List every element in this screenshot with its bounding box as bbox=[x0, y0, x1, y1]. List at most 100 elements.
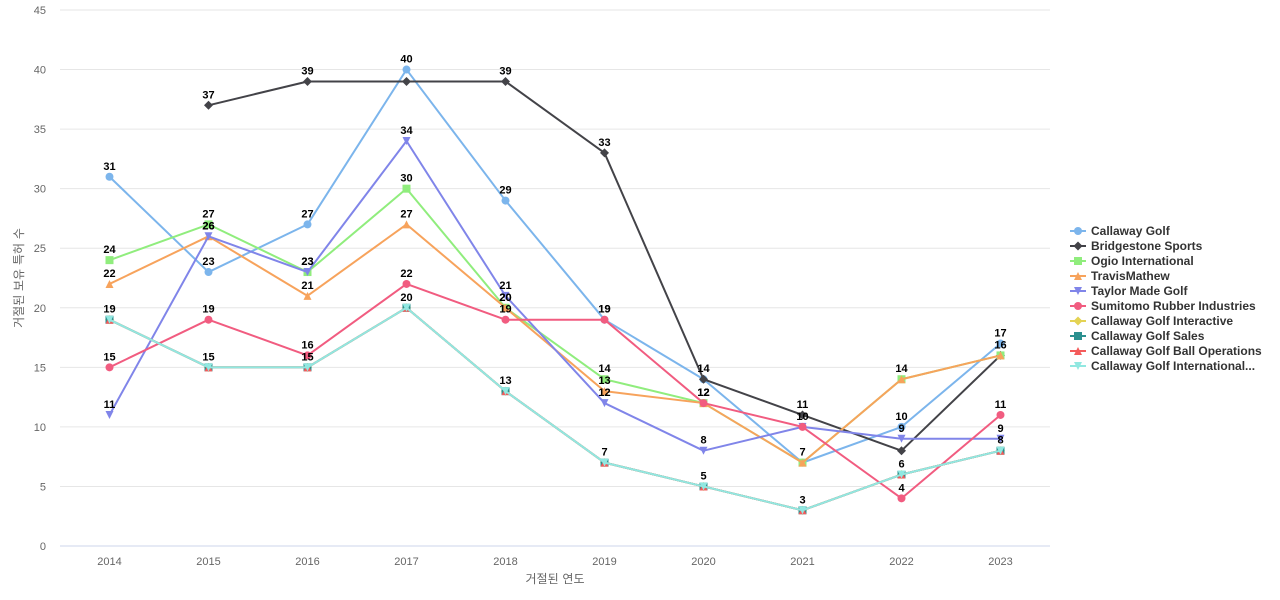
data-point[interactable] bbox=[402, 137, 411, 146]
data-point[interactable] bbox=[402, 220, 411, 229]
data-point[interactable] bbox=[897, 375, 906, 384]
data-point[interactable] bbox=[600, 399, 609, 408]
data-label: 5 bbox=[700, 470, 706, 482]
data-point[interactable] bbox=[996, 339, 1005, 348]
x-tick-label: 2016 bbox=[295, 556, 319, 568]
data-point[interactable] bbox=[501, 303, 510, 312]
data-point[interactable] bbox=[105, 410, 114, 419]
data-point[interactable] bbox=[600, 148, 609, 158]
legend-item[interactable]: Taylor Made Golf bbox=[1070, 284, 1188, 298]
data-point[interactable] bbox=[798, 410, 807, 420]
data-label: 15 bbox=[301, 351, 313, 363]
x-tick-label: 2015 bbox=[196, 556, 220, 568]
series-callaway-golf-sales[interactable] bbox=[105, 303, 1005, 515]
series-line[interactable] bbox=[108, 187, 1002, 464]
data-label: 34 bbox=[400, 125, 413, 137]
data-point[interactable] bbox=[402, 184, 411, 193]
data-point[interactable] bbox=[600, 375, 609, 384]
legend-label: Callaway Golf Interactive bbox=[1091, 314, 1233, 328]
legend-label: Sumitomo Rubber Industries bbox=[1091, 299, 1256, 313]
data-point[interactable] bbox=[699, 374, 708, 384]
data-point[interactable] bbox=[105, 172, 114, 181]
data-point[interactable] bbox=[798, 506, 807, 515]
data-point[interactable] bbox=[204, 232, 213, 241]
series-line[interactable] bbox=[108, 68, 1002, 464]
data-point[interactable] bbox=[501, 291, 510, 300]
series-callaway-golf-ball-operations[interactable] bbox=[105, 303, 1005, 515]
data-point[interactable] bbox=[501, 315, 510, 324]
data-point[interactable] bbox=[996, 351, 1005, 360]
data-point[interactable] bbox=[303, 220, 312, 229]
data-label: 27 bbox=[202, 208, 214, 220]
data-point[interactable] bbox=[303, 291, 312, 300]
data-label: 19 bbox=[103, 304, 115, 316]
y-tick-label: 15 bbox=[34, 362, 46, 374]
legend-item[interactable]: Callaway Golf International... bbox=[1070, 359, 1255, 373]
series-taylor-made-golf[interactable] bbox=[105, 137, 1005, 455]
data-point[interactable] bbox=[204, 315, 213, 324]
legend-marker bbox=[1073, 241, 1083, 251]
legend-item[interactable]: Ogio International bbox=[1070, 254, 1194, 268]
data-point[interactable] bbox=[897, 446, 906, 456]
data-point[interactable] bbox=[897, 434, 906, 443]
data-point[interactable] bbox=[204, 268, 213, 277]
data-point[interactable] bbox=[798, 458, 807, 467]
data-point[interactable] bbox=[996, 434, 1005, 443]
data-point[interactable] bbox=[501, 196, 510, 205]
legend-item[interactable]: Callaway Golf Sales bbox=[1070, 329, 1205, 343]
data-point[interactable] bbox=[204, 100, 213, 110]
data-point[interactable] bbox=[402, 65, 411, 74]
legend-item[interactable]: Bridgestone Sports bbox=[1070, 239, 1203, 253]
data-point[interactable] bbox=[501, 387, 510, 396]
data-point[interactable] bbox=[105, 256, 114, 265]
legend-item[interactable]: Callaway Golf Interactive bbox=[1070, 314, 1233, 328]
data-point[interactable] bbox=[699, 399, 708, 408]
series-sumitomo-rubber-industries[interactable] bbox=[105, 279, 1005, 503]
data-label: 14 bbox=[895, 363, 908, 375]
data-point[interactable] bbox=[105, 363, 114, 372]
data-point[interactable] bbox=[600, 387, 609, 396]
data-point[interactable] bbox=[996, 410, 1005, 419]
data-point[interactable] bbox=[303, 351, 312, 360]
data-point[interactable] bbox=[402, 76, 411, 86]
data-label: 11 bbox=[104, 399, 116, 411]
series-callaway-golf-international[interactable] bbox=[105, 303, 1005, 515]
data-point[interactable] bbox=[600, 315, 609, 324]
data-label: 26 bbox=[202, 220, 214, 232]
data-point[interactable] bbox=[204, 220, 213, 229]
data-label: 19 bbox=[598, 304, 610, 316]
data-point[interactable] bbox=[303, 363, 312, 372]
data-point[interactable] bbox=[897, 494, 906, 503]
data-point[interactable] bbox=[105, 279, 114, 288]
series-ogio-international[interactable] bbox=[105, 184, 1005, 467]
legend-item[interactable]: TravisMathew bbox=[1070, 269, 1170, 283]
series-line[interactable] bbox=[108, 306, 1002, 512]
data-point[interactable] bbox=[105, 315, 114, 324]
series-line[interactable] bbox=[108, 282, 1002, 500]
data-point[interactable] bbox=[501, 76, 510, 86]
data-point[interactable] bbox=[798, 422, 807, 431]
series-line[interactable] bbox=[108, 140, 1002, 452]
data-point[interactable] bbox=[303, 268, 312, 277]
legend-label: TravisMathew bbox=[1091, 269, 1170, 283]
data-point[interactable] bbox=[303, 76, 312, 86]
y-tick-label: 25 bbox=[34, 243, 46, 255]
data-point[interactable] bbox=[897, 470, 906, 479]
legend-item[interactable]: Callaway Golf bbox=[1070, 224, 1171, 238]
legend-item[interactable]: Sumitomo Rubber Industries bbox=[1070, 299, 1256, 313]
data-point[interactable] bbox=[699, 482, 708, 491]
data-label: 16 bbox=[994, 339, 1006, 351]
data-point[interactable] bbox=[204, 363, 213, 372]
data-point[interactable] bbox=[699, 446, 708, 455]
data-point[interactable] bbox=[402, 279, 411, 288]
legend-item[interactable]: Callaway Golf Ball Operations bbox=[1070, 344, 1262, 358]
data-point[interactable] bbox=[897, 422, 906, 431]
data-point[interactable] bbox=[996, 446, 1005, 455]
data-label: 10 bbox=[796, 411, 808, 423]
series-callaway-golf-interactive[interactable] bbox=[105, 303, 1005, 515]
data-label: 14 bbox=[697, 363, 710, 375]
data-point[interactable] bbox=[402, 303, 411, 312]
data-point[interactable] bbox=[600, 458, 609, 467]
